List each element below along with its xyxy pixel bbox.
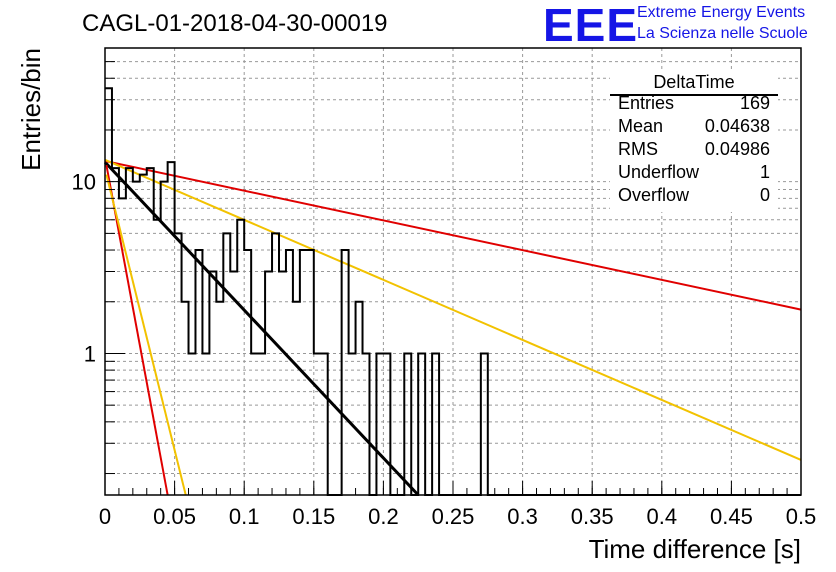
stats-row-mean: Mean 0.04638 xyxy=(618,115,770,138)
x-tick-label: 0.3 xyxy=(507,504,538,529)
x-tick-label: 0.2 xyxy=(368,504,399,529)
x-tick-label: 0.45 xyxy=(710,504,753,529)
x-axis-label: Time difference [s] xyxy=(589,534,801,564)
stats-key: Entries xyxy=(618,93,675,113)
y-tick-label: 10 xyxy=(72,170,96,195)
fit-lines xyxy=(103,158,802,497)
fit-line-red xyxy=(105,164,169,496)
stats-key: Underflow xyxy=(618,162,700,182)
x-tick-label: 0.15 xyxy=(292,504,335,529)
logo-subtitle-1: Extreme Energy Events xyxy=(637,4,806,21)
stats-key: Overflow xyxy=(618,185,690,205)
y-axis-label: Entries/bin xyxy=(16,48,46,171)
x-tick-label: 0.35 xyxy=(571,504,614,529)
stats-title: DeltaTime xyxy=(610,72,778,96)
page-title: CAGL-01-2018-04-30-00019 xyxy=(82,10,388,37)
grid xyxy=(105,48,801,495)
stats-row-underflow: Underflow 1 xyxy=(618,161,770,184)
stats-value: 169 xyxy=(739,93,770,113)
fit-line-yellow xyxy=(105,174,187,496)
stats-value: 0.04986 xyxy=(704,139,770,159)
logo-subtitle-2: La Scienza nelle Scuole xyxy=(637,25,808,42)
x-tick-label: 0.1 xyxy=(229,504,260,529)
stats-key: Mean xyxy=(618,116,664,136)
stats-value: 1 xyxy=(759,162,770,182)
fit-line-black xyxy=(103,161,420,497)
x-tick-label: 0.05 xyxy=(153,504,196,529)
fit-line-yellow xyxy=(104,158,802,461)
eee-logo: EEE xyxy=(543,0,639,51)
fit-line-red xyxy=(104,159,802,311)
stats-row-rms: RMS 0.04986 xyxy=(618,138,770,161)
x-tick-label: 0.4 xyxy=(647,504,678,529)
stats-value: 0.04638 xyxy=(704,116,770,136)
x-tick-label: 0 xyxy=(99,504,111,529)
stats-box: DeltaTime Entries 169 Mean 0.04638 RMS 0… xyxy=(610,72,778,212)
stats-row-overflow: Overflow 0 xyxy=(618,184,770,207)
x-tick-label: 0.5 xyxy=(786,504,817,529)
y-tick-label: 1 xyxy=(84,341,96,366)
stats-row-entries: Entries 169 xyxy=(618,92,770,115)
stats-key: RMS xyxy=(618,139,658,159)
stats-value: 0 xyxy=(759,185,770,205)
x-tick-label: 0.25 xyxy=(432,504,475,529)
